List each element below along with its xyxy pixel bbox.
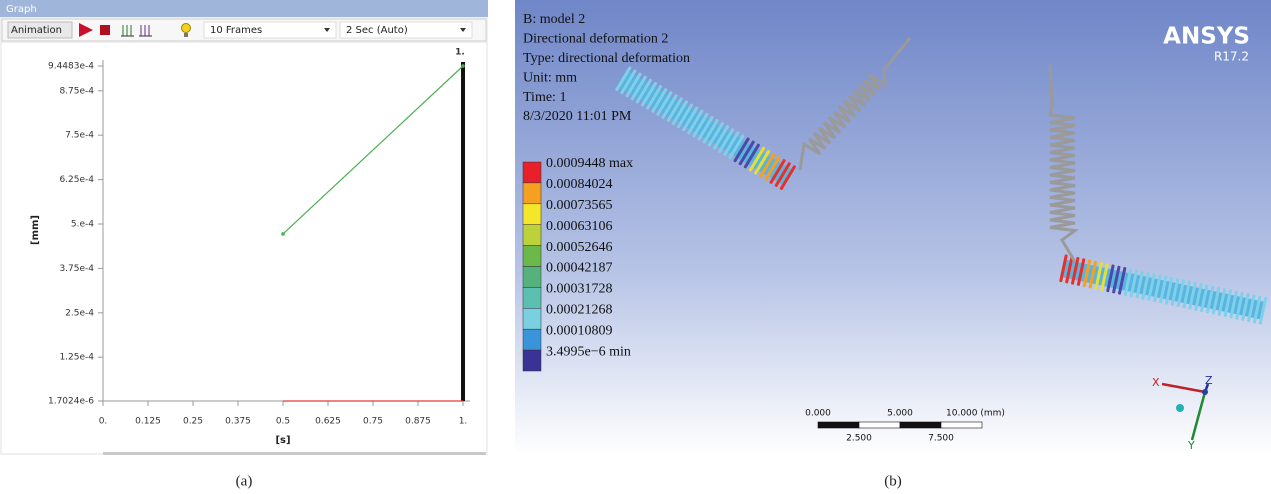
legend-swatch	[523, 183, 541, 204]
info-line: Unit: mm	[523, 70, 577, 85]
legend-label: 0.00063106	[546, 219, 613, 234]
animation-label: Animation	[11, 25, 62, 36]
legend-swatch	[523, 225, 541, 246]
data-point	[281, 232, 285, 236]
bulb-icon[interactable]	[182, 24, 191, 33]
scale-label: 7.500	[928, 434, 954, 444]
legend-swatch	[523, 329, 541, 350]
legend-label: 0.00021268	[546, 303, 613, 318]
y-tick-label: 9.4483e-4	[48, 62, 94, 72]
legend-label: 0.0009448 max	[546, 156, 633, 171]
data-point	[461, 64, 465, 68]
info-line: Type: directional deformation	[523, 51, 690, 66]
triad-ball	[1176, 404, 1184, 412]
scale-label: 0.000	[805, 409, 831, 419]
y-tick-label: 7.5e-4	[65, 131, 94, 141]
title-bar	[0, 0, 488, 17]
info-line: 8/3/2020 11:01 PM	[523, 109, 632, 124]
x-tick-label: 0.75	[363, 417, 383, 427]
y-tick-label: 1.7024e-6	[48, 397, 94, 407]
caption: (a)	[236, 473, 253, 489]
legend-label: 3.4995e−6 min	[546, 344, 631, 359]
triad-z-label: Z	[1205, 374, 1213, 387]
legend-swatch	[523, 308, 541, 329]
duration-value: 2 Sec (Auto)	[346, 25, 408, 36]
x-tick-label: 1.	[459, 417, 468, 427]
x-tick-label: 0.375	[225, 417, 251, 427]
legend-label: 0.00010809	[546, 323, 613, 338]
figure: Graph Animation 10 Frames 2 Sec (Auto) […	[0, 0, 1271, 494]
x-tick-label: 0.	[99, 417, 108, 427]
triad-origin	[1202, 389, 1208, 395]
scale-segment	[859, 422, 900, 428]
frames-value: 10 Frames	[210, 25, 262, 36]
legend-swatch	[523, 162, 541, 183]
triad-y-label: Y	[1187, 439, 1195, 452]
legend-swatch	[523, 204, 541, 225]
legend-label: 0.00073565	[546, 198, 613, 213]
x-tick-label: 0.5	[276, 417, 290, 427]
window-title: Graph	[6, 4, 37, 15]
y-tick-label: 5.e-4	[71, 220, 94, 230]
caption: (b)	[884, 473, 902, 489]
y-tick-label: 6.25e-4	[59, 175, 94, 185]
info-line: Time: 1	[523, 90, 566, 105]
plot-area	[2, 43, 486, 453]
scale-segment	[900, 422, 941, 428]
legend-label: 0.00031728	[546, 282, 613, 297]
info-line: Directional deformation 2	[523, 32, 668, 47]
cursor-label: 1.	[455, 48, 465, 58]
y-tick-label: 3.75e-4	[59, 264, 94, 274]
x-axis-label: [s]	[275, 435, 290, 446]
legend-label: 0.00084024	[546, 177, 613, 192]
stop-icon[interactable]	[100, 25, 110, 35]
legend-label: 0.00052646	[546, 240, 613, 255]
version: R17.2	[1214, 50, 1249, 64]
scale-label: 2.500	[846, 434, 872, 444]
scroll-bar	[103, 452, 486, 455]
x-tick-label: 0.125	[135, 417, 161, 427]
time-cursor	[461, 62, 465, 401]
scale-segment	[818, 422, 859, 428]
triad-x-label: X	[1152, 376, 1160, 389]
y-axis-label: [mm]	[30, 215, 41, 245]
bulb-base	[184, 33, 188, 37]
scale-segment	[941, 422, 982, 428]
info-line: B: model 2	[523, 12, 585, 27]
legend-swatch	[523, 350, 541, 371]
x-tick-label: 0.25	[183, 417, 203, 427]
scale-label: 10.000 (mm)	[946, 409, 1005, 419]
legend-swatch	[523, 246, 541, 267]
legend-swatch	[523, 287, 541, 308]
x-tick-label: 0.625	[315, 417, 341, 427]
legend-swatch	[523, 267, 541, 288]
legend-label: 0.00042187	[546, 261, 613, 276]
y-tick-label: 1.25e-4	[59, 353, 94, 363]
logo: ANSYS	[1163, 24, 1250, 50]
y-tick-label: 8.75e-4	[59, 86, 94, 96]
x-tick-label: 0.875	[405, 417, 431, 427]
y-tick-label: 2.5e-4	[65, 308, 94, 318]
scale-label: 5.000	[887, 409, 913, 419]
